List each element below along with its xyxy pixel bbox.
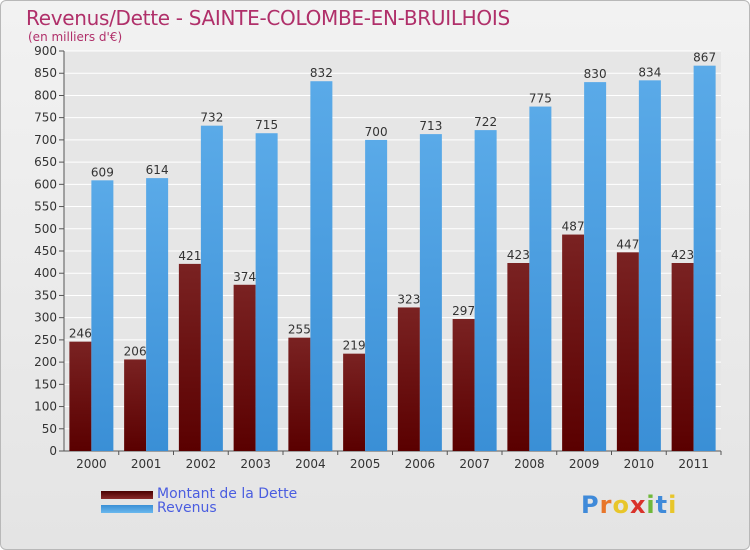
y-tick-label: 50	[42, 422, 57, 436]
bar-revenus	[419, 134, 442, 451]
chart-subtitle: (en milliers d'€)	[28, 30, 123, 44]
y-tick-label: 150	[34, 377, 57, 391]
bar-revenus	[474, 130, 497, 451]
legend-label-revenus: Revenus	[157, 500, 217, 516]
bar-revenus	[584, 82, 607, 451]
bar-dette	[233, 284, 256, 451]
y-tick-label: 600	[34, 177, 57, 191]
x-tick-label: 2007	[459, 457, 490, 471]
x-tick-label: 2001	[131, 457, 162, 471]
chart-title: Revenus/Dette - SAINTE-COLOMBE-EN-BRUILH…	[26, 6, 510, 30]
data-label-dette: 423	[507, 248, 530, 262]
x-tick-label: 2010	[624, 457, 655, 471]
bar-dette	[124, 359, 147, 451]
legend-swatch-revenus	[101, 505, 153, 513]
bar-dette	[507, 263, 530, 451]
data-label-dette: 206	[124, 344, 147, 358]
data-label-revenus: 715	[255, 118, 278, 132]
data-label-dette: 297	[452, 304, 475, 318]
y-tick-label: 200	[34, 355, 57, 369]
bar-dette	[178, 263, 201, 451]
y-tick-label: 650	[34, 155, 57, 169]
y-tick-label: 700	[34, 133, 57, 147]
data-label-revenus: 834	[638, 65, 661, 79]
x-tick-label: 2002	[186, 457, 217, 471]
y-tick-label: 100	[34, 400, 57, 414]
bar-dette	[616, 252, 639, 451]
y-tick-label: 500	[34, 222, 57, 236]
bar-revenus	[310, 81, 333, 451]
bar-revenus	[693, 65, 716, 452]
data-label-dette: 487	[562, 220, 585, 234]
data-label-dette: 219	[343, 339, 366, 353]
bar-revenus	[200, 125, 223, 452]
bar-dette	[343, 353, 366, 451]
x-tick-label: 2003	[240, 457, 271, 471]
y-tick-label: 900	[34, 44, 57, 58]
data-label-dette: 323	[397, 292, 420, 306]
data-label-revenus: 867	[693, 51, 716, 65]
y-tick-label: 450	[34, 244, 57, 258]
data-label-revenus: 832	[310, 66, 333, 80]
bar-revenus	[146, 178, 169, 451]
x-tick-label: 2006	[405, 457, 436, 471]
bar-dette	[671, 263, 694, 451]
x-tick-label: 2005	[350, 457, 381, 471]
legend-label-dette: Montant de la Dette	[157, 486, 298, 502]
data-label-dette: 423	[671, 248, 694, 262]
bar-revenus	[91, 180, 114, 452]
bar-dette	[452, 319, 475, 451]
bar-dette	[288, 337, 311, 451]
x-tick-label: 2011	[678, 457, 709, 471]
data-label-revenus: 614	[146, 163, 169, 177]
x-tick-label: 2000	[76, 457, 107, 471]
data-label-revenus: 713	[419, 119, 442, 133]
data-label-dette: 246	[69, 327, 92, 341]
data-label-revenus: 700	[365, 125, 388, 139]
bar-revenus	[365, 139, 388, 451]
y-tick-label: 350	[34, 288, 57, 302]
data-label-dette: 421	[178, 249, 201, 263]
bar-dette	[397, 307, 420, 451]
x-tick-label: 2008	[514, 457, 545, 471]
y-tick-label: 550	[34, 200, 57, 214]
bar-revenus	[529, 106, 552, 452]
proxiti-logo: Proxiti	[581, 491, 678, 519]
data-label-revenus: 722	[474, 115, 497, 129]
y-tick-label: 250	[34, 333, 57, 347]
y-tick-label: 750	[34, 111, 57, 125]
data-label-dette: 374	[233, 270, 256, 284]
x-tick-label: 2009	[569, 457, 600, 471]
data-label-dette: 255	[288, 323, 311, 337]
y-tick-label: 800	[34, 88, 57, 102]
data-label-revenus: 775	[529, 92, 552, 106]
y-tick-label: 400	[34, 266, 57, 280]
bar-dette	[69, 341, 92, 451]
data-label-revenus: 732	[200, 111, 223, 125]
data-label-dette: 447	[616, 237, 639, 251]
bar-revenus	[255, 133, 278, 451]
x-tick-label: 2004	[295, 457, 326, 471]
y-tick-label: 0	[49, 444, 57, 458]
y-tick-label: 850	[34, 66, 57, 80]
data-label-revenus: 830	[584, 67, 607, 81]
bar-revenus	[638, 80, 661, 451]
data-label-revenus: 609	[91, 165, 114, 179]
bar-dette	[562, 234, 585, 451]
y-tick-label: 300	[34, 311, 57, 325]
legend-swatch-dette	[101, 491, 153, 499]
